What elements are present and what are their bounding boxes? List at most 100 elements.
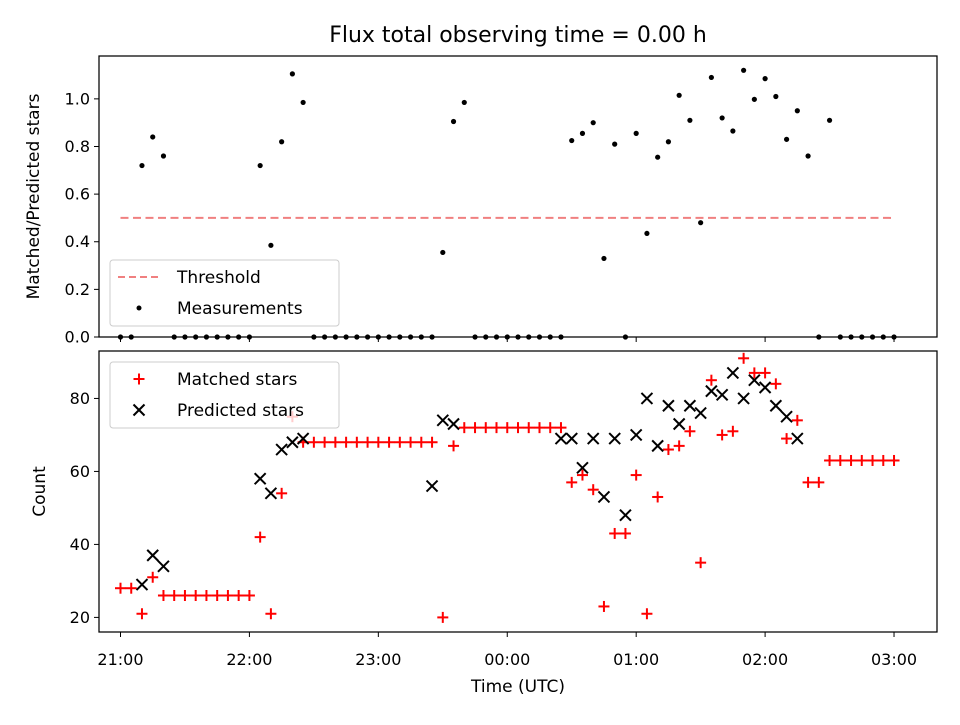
legend-plus-marker: [133, 373, 145, 385]
bottom-x-tick-label: 21:00: [97, 650, 143, 669]
matched-star-point: [630, 469, 642, 481]
matched-star-point: [319, 436, 331, 448]
predicted-star-point: [264, 487, 278, 500]
matched-star-point: [813, 476, 825, 488]
bottom-x-tick-label: 22:00: [226, 650, 272, 669]
x-stroke: [586, 432, 600, 445]
measurement-point: [762, 76, 768, 82]
matched-star-point: [738, 352, 750, 364]
x-stroke: [135, 578, 149, 591]
x-stroke: [253, 472, 267, 485]
matched-star-point: [200, 590, 212, 602]
predicted-star-point: [608, 432, 621, 445]
matched-star-point: [802, 476, 814, 488]
bottom-y-axis-label: Count: [30, 466, 50, 517]
matched-star-point: [469, 422, 481, 434]
bottom-y-tick-label: 80: [70, 389, 90, 408]
measurement-point: [719, 115, 725, 121]
predicted-star-point: [619, 509, 632, 522]
bottom-x-tick-label: 00:00: [484, 650, 530, 669]
top-y-axis-label: Matched/Predicted stars: [24, 93, 44, 299]
measurement-point: [773, 93, 779, 100]
measurement-point: [257, 162, 263, 169]
matched-star-point: [480, 422, 492, 434]
x-stroke: [629, 428, 643, 442]
measurement-point: [590, 120, 596, 126]
predicted-star-point: [597, 490, 611, 504]
bottom-x-tick-label: 02:00: [742, 650, 788, 669]
top-y-tick-label: 1.0: [65, 89, 90, 108]
matched-star-point: [533, 422, 545, 434]
x-stroke: [715, 388, 729, 401]
legend-x-marker: [132, 403, 146, 417]
measurement-point: [268, 242, 274, 248]
predicted-star-point: [672, 417, 686, 431]
matched-star-point: [845, 454, 857, 466]
predicted-star-point: [737, 392, 750, 405]
predicted-star-point: [296, 432, 310, 445]
bottom-plot-area: 20 40 60 80 21:00 22:00 23:00 00:00 01:00 02:00 03…: [70, 352, 917, 669]
predicted-star-point: [146, 549, 159, 562]
top-plot-frame: [98, 55, 938, 338]
chart-title: Flux total observing time = 0.00 h: [329, 23, 707, 48]
x-stroke: [758, 381, 772, 394]
matched-star-point: [394, 436, 406, 448]
matched-star-point: [501, 422, 513, 434]
matched-star-point: [877, 454, 889, 466]
measurement-point: [569, 137, 575, 144]
matched-star-point: [147, 571, 159, 583]
x-stroke: [780, 410, 793, 423]
x-stroke: [748, 373, 761, 387]
top-legend-box: [109, 259, 340, 327]
matched-star-point: [770, 378, 782, 390]
predicted-star-point: [694, 406, 707, 420]
measurement-point: [139, 162, 145, 169]
matched-star-point: [856, 454, 868, 466]
x-stroke: [146, 549, 159, 562]
measurement-point: [461, 99, 467, 106]
matched-star-point: [157, 590, 169, 602]
matched-star-point: [254, 531, 266, 543]
measurement-point: [687, 117, 693, 123]
top-y-tick-label: 0.4: [65, 232, 90, 251]
top-legend: Threshold Measurements: [109, 259, 340, 327]
measurement-point: [450, 118, 457, 125]
predicted-star-point: [135, 578, 149, 591]
predicted-star-point: [780, 410, 793, 423]
matched-star-point: [598, 600, 610, 612]
legend-measurements-label: Measurements: [177, 299, 303, 319]
predicted-star-point: [447, 417, 460, 431]
matched-star-point: [362, 436, 374, 448]
bottom-x-tick-label: 01:00: [613, 650, 659, 669]
predicted-star-point: [748, 373, 761, 387]
predicted-star-point: [425, 479, 439, 493]
x-stroke: [157, 560, 170, 573]
top-y-tick-label: 0.8: [65, 137, 90, 156]
x-stroke: [296, 432, 310, 445]
matched-star-point: [673, 440, 685, 452]
matched-star-point: [684, 425, 696, 437]
predicted-star-point: [286, 436, 299, 449]
bottom-y-tick-label: 40: [70, 535, 90, 554]
matched-star-point: [448, 440, 460, 452]
matched-star-point: [748, 367, 760, 379]
predicted-star-point: [758, 381, 772, 394]
matched-star-point: [179, 590, 191, 602]
matched-star-point: [695, 557, 707, 569]
matched-star-point: [834, 454, 846, 466]
matched-star-point: [662, 444, 674, 456]
predicted-star-point: [436, 414, 450, 427]
matched-star-point: [233, 590, 245, 602]
predicted-star-point: [791, 432, 804, 445]
x-stroke: [619, 509, 632, 522]
predicted-star-point: [705, 384, 718, 398]
matched-star-point: [609, 527, 621, 539]
matched-star-point: [222, 590, 234, 602]
predicted-star-point: [715, 388, 729, 401]
predicted-star-point: [157, 560, 170, 573]
matched-star-point: [824, 454, 836, 466]
legend-threshold-label: Threshold: [176, 268, 261, 288]
matched-star-point: [125, 582, 137, 594]
x-stroke: [565, 432, 578, 445]
